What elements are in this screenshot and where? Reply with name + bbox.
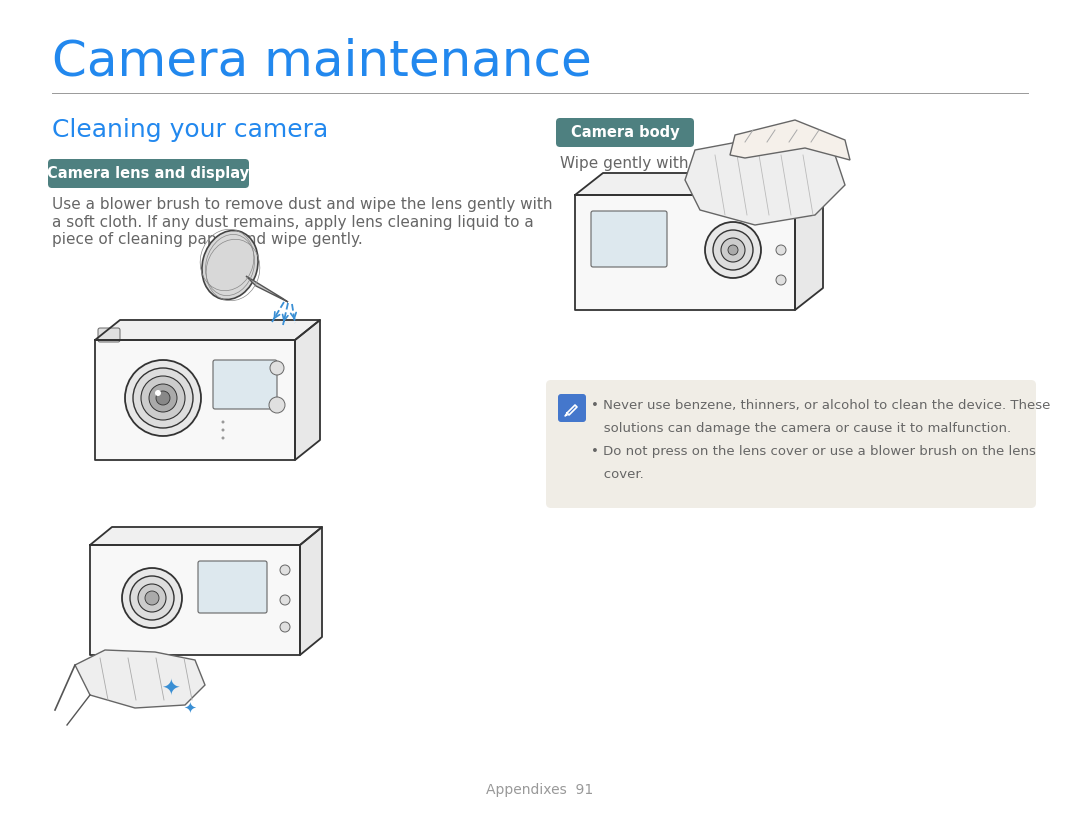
Circle shape bbox=[221, 429, 225, 431]
Circle shape bbox=[270, 361, 284, 375]
Text: ✦: ✦ bbox=[161, 680, 179, 700]
Circle shape bbox=[125, 360, 201, 436]
Circle shape bbox=[713, 230, 753, 270]
Polygon shape bbox=[685, 135, 845, 225]
Circle shape bbox=[149, 384, 177, 412]
Circle shape bbox=[280, 595, 291, 605]
Polygon shape bbox=[730, 120, 850, 160]
Circle shape bbox=[221, 437, 225, 439]
Circle shape bbox=[269, 397, 285, 413]
Circle shape bbox=[133, 368, 193, 428]
Circle shape bbox=[777, 275, 786, 285]
Circle shape bbox=[122, 568, 183, 628]
Text: piece of cleaning paper and wipe gently.: piece of cleaning paper and wipe gently. bbox=[52, 232, 363, 247]
Text: cover.: cover. bbox=[591, 468, 644, 481]
FancyBboxPatch shape bbox=[48, 159, 249, 188]
Text: a soft cloth. If any dust remains, apply lens cleaning liquid to a: a soft cloth. If any dust remains, apply… bbox=[52, 214, 534, 230]
Text: Camera body: Camera body bbox=[570, 125, 679, 140]
Polygon shape bbox=[300, 527, 322, 655]
Ellipse shape bbox=[202, 231, 258, 300]
Circle shape bbox=[777, 210, 786, 220]
Polygon shape bbox=[95, 340, 295, 460]
Circle shape bbox=[156, 390, 161, 396]
Circle shape bbox=[280, 565, 291, 575]
Circle shape bbox=[141, 376, 185, 420]
Text: Use a blower brush to remove dust and wipe the lens gently with: Use a blower brush to remove dust and wi… bbox=[52, 197, 553, 212]
Text: Camera maintenance: Camera maintenance bbox=[52, 38, 592, 86]
Polygon shape bbox=[575, 195, 795, 310]
Polygon shape bbox=[90, 527, 322, 545]
Polygon shape bbox=[90, 545, 300, 655]
Polygon shape bbox=[75, 650, 205, 708]
Polygon shape bbox=[246, 276, 288, 302]
Text: Wipe gently with a soft, dry cloth.: Wipe gently with a soft, dry cloth. bbox=[561, 156, 819, 171]
Polygon shape bbox=[795, 173, 823, 310]
Circle shape bbox=[728, 245, 738, 255]
Circle shape bbox=[138, 584, 166, 612]
Circle shape bbox=[721, 238, 745, 262]
Text: • Never use benzene, thinners, or alcohol to clean the device. These: • Never use benzene, thinners, or alcoho… bbox=[591, 399, 1051, 412]
Text: ✦: ✦ bbox=[184, 701, 197, 716]
Circle shape bbox=[145, 591, 159, 605]
Circle shape bbox=[777, 245, 786, 255]
FancyBboxPatch shape bbox=[558, 394, 586, 422]
Text: Camera lens and display: Camera lens and display bbox=[48, 166, 249, 181]
Text: Cleaning your camera: Cleaning your camera bbox=[52, 118, 328, 142]
Polygon shape bbox=[575, 173, 823, 195]
Circle shape bbox=[280, 622, 291, 632]
FancyBboxPatch shape bbox=[556, 118, 694, 147]
FancyBboxPatch shape bbox=[213, 360, 276, 409]
Circle shape bbox=[130, 576, 174, 620]
Circle shape bbox=[156, 391, 170, 405]
Text: Appendixes  91: Appendixes 91 bbox=[486, 783, 594, 797]
Polygon shape bbox=[295, 320, 320, 460]
FancyBboxPatch shape bbox=[546, 380, 1036, 508]
FancyBboxPatch shape bbox=[591, 211, 667, 267]
Circle shape bbox=[705, 222, 761, 278]
Text: • Do not press on the lens cover or use a blower brush on the lens: • Do not press on the lens cover or use … bbox=[591, 445, 1036, 458]
FancyBboxPatch shape bbox=[198, 561, 267, 613]
Text: solutions can damage the camera or cause it to malfunction.: solutions can damage the camera or cause… bbox=[591, 422, 1011, 435]
Polygon shape bbox=[95, 320, 320, 340]
FancyBboxPatch shape bbox=[98, 328, 120, 342]
Circle shape bbox=[221, 421, 225, 424]
